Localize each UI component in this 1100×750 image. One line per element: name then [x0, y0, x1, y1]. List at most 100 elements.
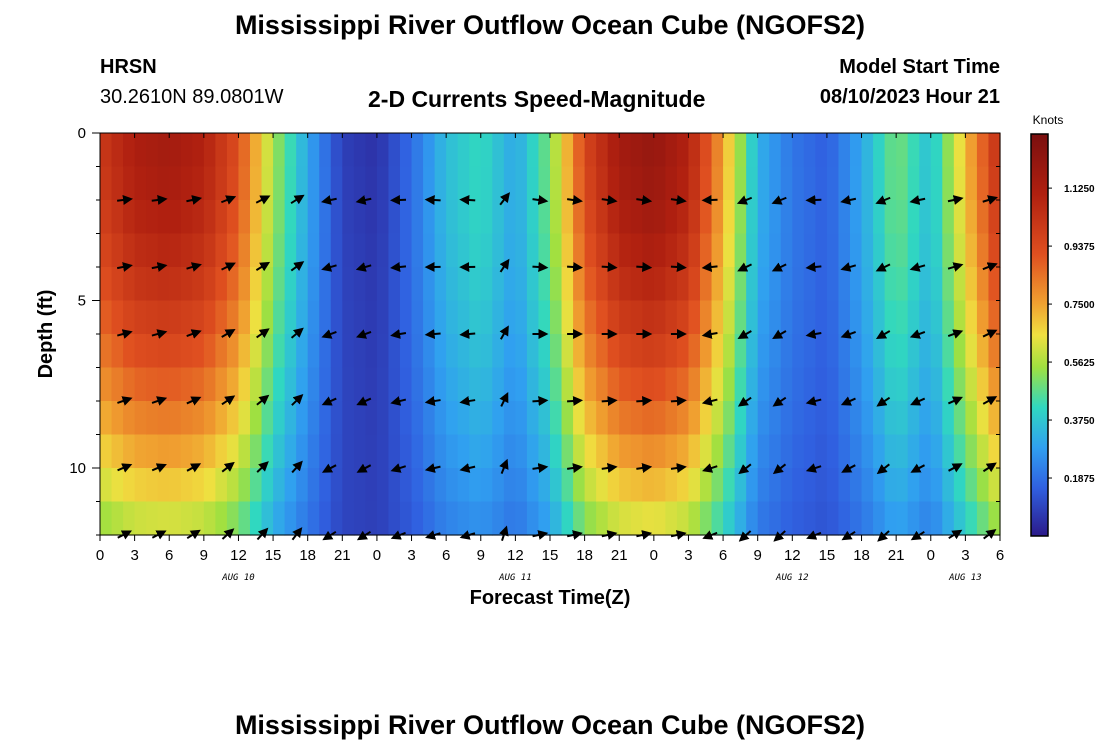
heatmap-cell — [688, 501, 701, 536]
station-id: HRSN — [100, 56, 157, 78]
current-vector — [221, 262, 236, 272]
heatmap-cell — [711, 133, 724, 168]
heatmap-cell — [526, 468, 540, 503]
heatmap-cell — [676, 166, 690, 201]
heatmap-cell — [965, 401, 978, 436]
heatmap-cell — [826, 133, 840, 168]
heatmap-cell — [134, 300, 147, 335]
heatmap-cell — [792, 200, 805, 235]
heatmap-cell — [330, 434, 343, 469]
heatmap-cell — [907, 367, 920, 402]
heatmap-cell — [180, 367, 193, 402]
heatmap-cell — [215, 334, 228, 369]
heatmap-cell — [250, 233, 263, 268]
heatmap-cell — [907, 501, 920, 536]
heatmap-cell — [630, 434, 643, 469]
heatmap-cell — [976, 300, 990, 335]
heatmap-cell — [538, 434, 551, 469]
heatmap-cell — [792, 267, 805, 302]
heatmap-cell — [226, 468, 240, 503]
heatmap-cell — [803, 334, 816, 369]
heatmap-cell — [342, 367, 355, 402]
heatmap-cell — [100, 166, 113, 201]
heatmap-cell — [457, 166, 470, 201]
heatmap-cell — [226, 267, 240, 302]
heatmap-cell — [700, 468, 713, 503]
heatmap-cell — [746, 233, 759, 268]
colorbar-tick-label: 0.9375 — [1064, 242, 1095, 253]
heatmap-cell — [942, 401, 955, 436]
heatmap-cell — [376, 367, 390, 402]
heatmap-cell — [342, 501, 355, 536]
current-vector — [320, 195, 337, 205]
heatmap-cell — [676, 468, 690, 503]
heatmap-cell — [134, 334, 147, 369]
heatmap-cell — [780, 367, 793, 402]
heatmap-cell — [676, 267, 690, 302]
heatmap-cell — [688, 267, 701, 302]
heatmap-cell — [296, 468, 309, 503]
heatmap-cell — [123, 434, 136, 469]
heatmap-cell — [180, 267, 193, 302]
heatmap-cell — [815, 434, 828, 469]
heatmap-cell — [446, 501, 459, 536]
heatmap-cell — [630, 166, 643, 201]
heatmap-cell — [353, 300, 366, 335]
heatmap-cell — [457, 401, 470, 436]
heatmap-cell — [388, 200, 401, 235]
heatmap-cell — [526, 267, 540, 302]
colorbar-tick-label: 0.1875 — [1064, 474, 1095, 485]
current-vector — [355, 262, 372, 272]
heatmap-cell — [296, 434, 309, 469]
heatmap-cell — [965, 267, 978, 302]
heatmap-cell — [561, 334, 574, 369]
heatmap-cell — [526, 367, 540, 402]
heatmap-cell — [838, 166, 851, 201]
heatmap-cell — [757, 267, 770, 302]
heatmap-cell — [953, 367, 966, 402]
heatmap-cell — [203, 401, 216, 436]
heatmap-cell — [803, 367, 816, 402]
heatmap-cell — [215, 401, 228, 436]
heatmap-cell — [607, 133, 620, 168]
heatmap-cell — [930, 468, 943, 503]
heatmap-cell — [884, 334, 897, 369]
heatmap-cell — [515, 133, 528, 168]
heatmap-cell — [434, 401, 447, 436]
current-vector — [117, 463, 133, 473]
current-vector — [636, 262, 653, 272]
heatmap-cell — [215, 468, 228, 503]
current-vector — [321, 396, 337, 406]
x-tick-label: 12 — [784, 547, 801, 564]
heatmap-cell — [503, 233, 516, 268]
heatmap-cell — [296, 367, 309, 402]
heatmap-cell — [596, 133, 609, 168]
heatmap-cell — [203, 300, 216, 335]
heatmap-cell — [330, 401, 343, 436]
heatmap-cell — [307, 166, 320, 201]
heatmap-cell — [261, 367, 274, 402]
heatmap-cell — [526, 334, 540, 369]
heatmap-cell — [550, 200, 563, 235]
current-vector — [459, 195, 476, 205]
heatmap-cell — [457, 434, 470, 469]
heatmap-cell — [215, 501, 228, 536]
heatmap-cell — [850, 166, 863, 201]
current-vector — [356, 396, 372, 406]
heatmap-cell — [976, 267, 990, 302]
heatmap-cell — [192, 468, 205, 503]
heatmap-cell — [423, 133, 436, 168]
heatmap-cell — [919, 401, 932, 436]
heatmap-cell — [123, 300, 136, 335]
heatmap-cell — [573, 434, 586, 469]
heatmap-cell — [573, 267, 586, 302]
heatmap-cell — [480, 133, 493, 168]
heatmap-cell — [423, 401, 436, 436]
heatmap-cell — [330, 367, 343, 402]
heatmap-cell — [515, 434, 528, 469]
heatmap-cell — [238, 334, 251, 369]
current-vector — [982, 329, 998, 339]
heatmap-cell — [434, 434, 447, 469]
heatmap-cell — [561, 200, 574, 235]
